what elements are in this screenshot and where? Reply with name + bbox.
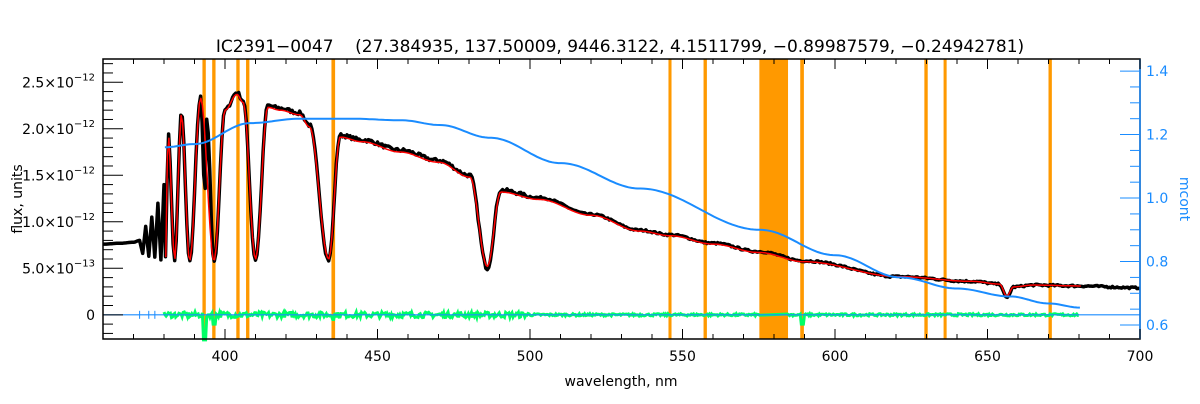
series-lines	[102, 90, 1141, 342]
x-tick-label: 450	[364, 349, 391, 365]
masked-region	[246, 59, 250, 339]
masked-region	[943, 59, 947, 339]
x-tick-label: 650	[974, 349, 1001, 365]
x-tick-label: 550	[669, 349, 696, 365]
tick-mantissa: 0	[86, 308, 95, 324]
y-tick-label: 2.0×10−12	[22, 119, 95, 138]
masked-region	[703, 59, 707, 339]
masked-region	[668, 59, 672, 339]
x-tick-label: 400	[212, 349, 239, 365]
plot-frame	[102, 58, 1141, 340]
masked-region	[236, 59, 240, 339]
masked-region	[202, 59, 206, 339]
tick-mantissa: 5.0×10	[22, 261, 74, 277]
y2-tick-label: 0.8	[1146, 255, 1168, 271]
chart-title: IC2391−0047 (27.384935, 137.50009, 9446.…	[216, 37, 1024, 57]
y-tick-label: 2.5×10−12	[22, 72, 95, 91]
x-tick-label: 700	[1127, 349, 1154, 365]
x-tick-label: 500	[517, 349, 544, 365]
y-tick-label: 5.0×10−13	[22, 258, 95, 277]
series-model	[165, 93, 1081, 297]
y2-axis-label: mcont	[1176, 177, 1192, 222]
tick-mantissa: 1.5×10	[22, 168, 74, 184]
y-axis-right: 0.6 0.8 1.0 1.2 1.4	[1120, 64, 1168, 334]
x-axis: 400 450 500 550 600 650 700	[102, 59, 1154, 365]
x-tick-label: 600	[822, 349, 849, 365]
masked-region	[1048, 59, 1052, 339]
y2-tick-label: 1.0	[1146, 191, 1168, 207]
masked-region	[924, 59, 928, 339]
series-mcont	[164, 117, 1080, 309]
y2-tick-label: 1.4	[1146, 64, 1168, 80]
masked-region	[212, 59, 216, 339]
y-tick-label: 1.5×10−12	[22, 165, 95, 184]
tick-exponent: −12	[74, 212, 95, 223]
masked-region	[759, 59, 789, 339]
tick-exponent: −12	[74, 72, 95, 83]
masked-regions	[202, 59, 1052, 339]
tick-mantissa: 2.5×10	[22, 75, 74, 91]
tick-exponent: −13	[74, 258, 95, 269]
tick-exponent: −12	[74, 165, 95, 176]
x-axis-label: wavelength, nm	[565, 374, 678, 390]
masked-region	[800, 59, 804, 339]
y2-tick-label: 1.2	[1146, 128, 1168, 144]
y-tick-label: 1.0×10−12	[22, 212, 95, 231]
y2-tick-label: 0.6	[1146, 318, 1168, 334]
y-tick-label: 0	[86, 308, 95, 324]
y-axis-left: 05.0×10−131.0×10−121.5×10−122.0×10−122.5…	[22, 63, 123, 334]
tick-exponent: −12	[74, 119, 95, 130]
tick-mantissa: 1.0×10	[22, 215, 74, 231]
tick-mantissa: 2.0×10	[22, 122, 74, 138]
y-axis-label: flux, units	[10, 164, 26, 233]
